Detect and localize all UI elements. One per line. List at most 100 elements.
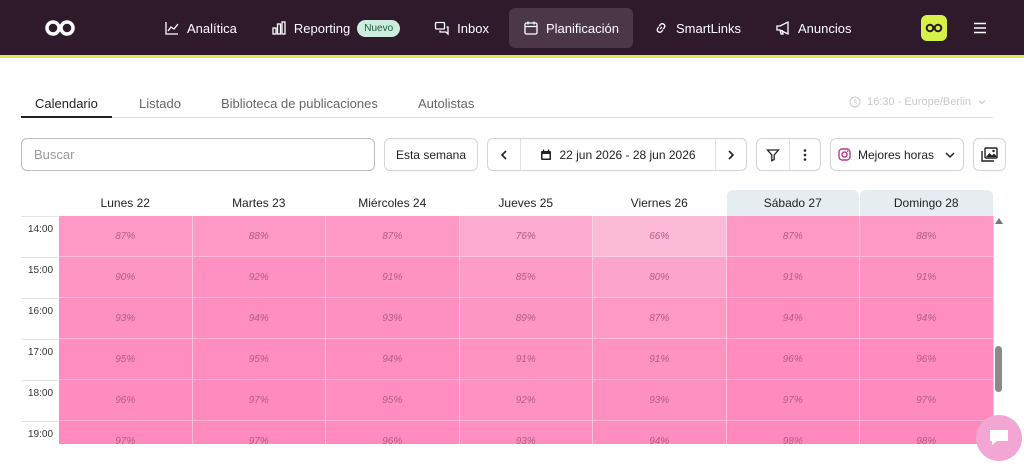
- time-slot-cell[interactable]: 96%: [860, 339, 994, 380]
- time-slot-cell[interactable]: 97%: [59, 421, 193, 444]
- time-slot-cell[interactable]: 95%: [326, 380, 460, 421]
- time-slot-cell[interactable]: 87%: [59, 216, 193, 257]
- time-slot-cell[interactable]: 94%: [326, 339, 460, 380]
- hour-label: 15:00: [28, 265, 54, 276]
- time-slot-cell[interactable]: 90%: [59, 257, 193, 298]
- time-slot-cell[interactable]: 95%: [192, 339, 326, 380]
- tab-biblioteca[interactable]: Biblioteca de publicaciones: [221, 96, 378, 111]
- nav-item-label: SmartLinks: [675, 20, 741, 36]
- time-slot-cell[interactable]: 91%: [326, 257, 460, 298]
- account-avatar[interactable]: [921, 15, 947, 41]
- nav-item-label: Analítica: [187, 20, 237, 36]
- time-slot-cell[interactable]: 76%: [459, 216, 593, 257]
- day-header: Domingo 28: [860, 190, 993, 216]
- nav-item-label: Anuncios: [798, 20, 852, 36]
- filter-button[interactable]: [757, 139, 789, 170]
- time-slot-cell[interactable]: 91%: [593, 339, 727, 380]
- search-input[interactable]: [21, 138, 375, 171]
- time-slot-cell[interactable]: 94%: [593, 421, 727, 444]
- time-slot-cell[interactable]: 96%: [726, 339, 860, 380]
- chevron-down-icon: [978, 100, 986, 105]
- nav-item-anuncios[interactable]: Anuncios: [761, 8, 865, 48]
- time-slot-cell[interactable]: 97%: [860, 380, 994, 421]
- hour-label: 18:00: [28, 388, 54, 399]
- top-nav-bar: Analítica Reporting Nuevo Inbox Planific…: [0, 0, 1024, 58]
- time-slot-cell[interactable]: 96%: [326, 421, 460, 444]
- previous-week-button[interactable]: [488, 139, 520, 170]
- filter-icon: [766, 148, 780, 162]
- time-slot-cell[interactable]: 91%: [459, 339, 593, 380]
- day-header: Martes 23: [232, 196, 286, 210]
- divider: [789, 139, 790, 170]
- hour-label: 17:00: [28, 347, 54, 358]
- time-slot-cell[interactable]: 66%: [593, 216, 727, 257]
- day-header: Viernes 26: [630, 196, 688, 210]
- date-range-picker[interactable]: 22 jun 2026 - 28 jun 2026: [521, 139, 715, 170]
- hamburger-menu-icon[interactable]: [972, 20, 988, 36]
- nav-item-analitica[interactable]: Analítica: [150, 8, 251, 48]
- calendar-scrollbar[interactable]: [995, 216, 1003, 444]
- day-header: Lunes 22: [100, 196, 150, 210]
- chart-line-icon: [165, 22, 179, 35]
- hour-divider: [21, 257, 58, 258]
- time-slot-cell[interactable]: 94%: [726, 298, 860, 339]
- time-slot-cell[interactable]: 88%: [192, 216, 326, 257]
- time-slot-cell[interactable]: 93%: [326, 298, 460, 339]
- time-slot-cell[interactable]: 94%: [192, 298, 326, 339]
- more-options-button[interactable]: [790, 139, 820, 170]
- this-week-button[interactable]: Esta semana: [384, 138, 478, 171]
- time-slot-cell[interactable]: 85%: [459, 257, 593, 298]
- divider: [520, 139, 521, 170]
- time-slot-cell[interactable]: 93%: [459, 421, 593, 444]
- time-slot-cell[interactable]: 97%: [192, 421, 326, 444]
- time-slot-cell[interactable]: 98%: [726, 421, 860, 444]
- time-slot-cell[interactable]: 92%: [459, 380, 593, 421]
- nav-item-smartlinks[interactable]: SmartLinks: [639, 8, 755, 48]
- tab-calendario[interactable]: Calendario: [35, 96, 98, 111]
- time-slot-cell[interactable]: 80%: [593, 257, 727, 298]
- time-slot-cell[interactable]: 87%: [326, 216, 460, 257]
- nav-item-label: Inbox: [457, 20, 489, 36]
- app-logo[interactable]: [44, 18, 76, 38]
- megaphone-icon: [776, 20, 789, 36]
- filter-control: [756, 138, 821, 171]
- time-slot-cell[interactable]: 92%: [192, 257, 326, 298]
- media-library-button[interactable]: [973, 138, 1006, 171]
- date-range-control: 22 jun 2026 - 28 jun 2026: [487, 138, 747, 171]
- chevron-left-icon: [500, 149, 507, 160]
- clock-icon: [849, 96, 861, 108]
- next-week-button[interactable]: [716, 139, 746, 170]
- timezone-selector[interactable]: 16:30 - Europe/Berlin: [849, 96, 993, 108]
- time-slot-cell[interactable]: 97%: [192, 380, 326, 421]
- hour-label: 16:00: [28, 306, 54, 317]
- time-slot-cell[interactable]: 94%: [860, 298, 994, 339]
- best-times-dropdown[interactable]: Mejores horas: [830, 138, 964, 171]
- time-slot-cell[interactable]: 98%: [860, 421, 994, 444]
- nav-item-reporting[interactable]: Reporting Nuevo: [257, 8, 414, 48]
- time-slot-cell[interactable]: 96%: [59, 380, 193, 421]
- chat-bubble-icon: [990, 430, 1008, 445]
- hour-divider: [21, 339, 58, 340]
- support-chat-button[interactable]: [976, 415, 1022, 461]
- chevron-down-icon: [945, 151, 955, 158]
- tab-autolistas[interactable]: Autolistas: [418, 96, 475, 111]
- tab-listado[interactable]: Listado: [139, 96, 181, 111]
- time-slot-cell[interactable]: 91%: [726, 257, 860, 298]
- scrollbar-thumb[interactable]: [995, 346, 1002, 392]
- scroll-up-arrow-icon[interactable]: [995, 218, 1003, 224]
- date-range-label: 22 jun 2026 - 28 jun 2026: [559, 147, 696, 162]
- time-slot-cell[interactable]: 95%: [59, 339, 193, 380]
- time-slot-cell[interactable]: 91%: [860, 257, 994, 298]
- time-slot-cell[interactable]: 97%: [726, 380, 860, 421]
- time-slot-cell[interactable]: 89%: [459, 298, 593, 339]
- time-slot-cell[interactable]: 88%: [860, 216, 994, 257]
- time-slot-cell[interactable]: 93%: [593, 380, 727, 421]
- nav-item-planificacion[interactable]: Planificación: [508, 8, 633, 48]
- time-slot-cell[interactable]: 93%: [59, 298, 193, 339]
- this-week-label: Esta semana: [395, 147, 467, 162]
- kebab-menu-icon: [803, 148, 807, 161]
- time-slot-cell[interactable]: 87%: [593, 298, 727, 339]
- timezone-label: 16:30 - Europe/Berlin: [867, 96, 971, 108]
- time-slot-cell[interactable]: 87%: [726, 216, 860, 257]
- nav-item-inbox[interactable]: Inbox: [420, 8, 503, 48]
